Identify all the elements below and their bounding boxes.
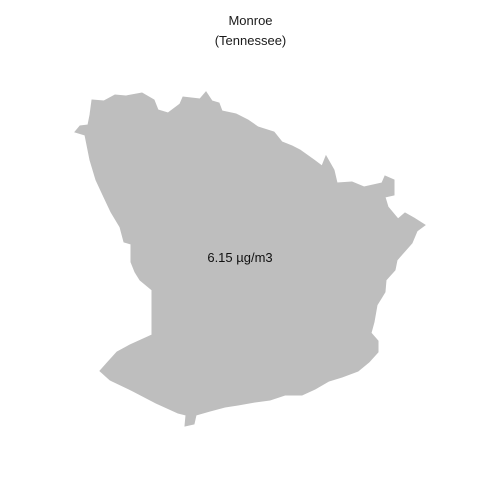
map-title-county: Monroe	[228, 13, 273, 28]
map-title-state: (Tennessee)	[214, 33, 287, 48]
county-shape	[74, 91, 426, 427]
region-value-label: 6.15 µg/m3	[207, 250, 272, 265]
